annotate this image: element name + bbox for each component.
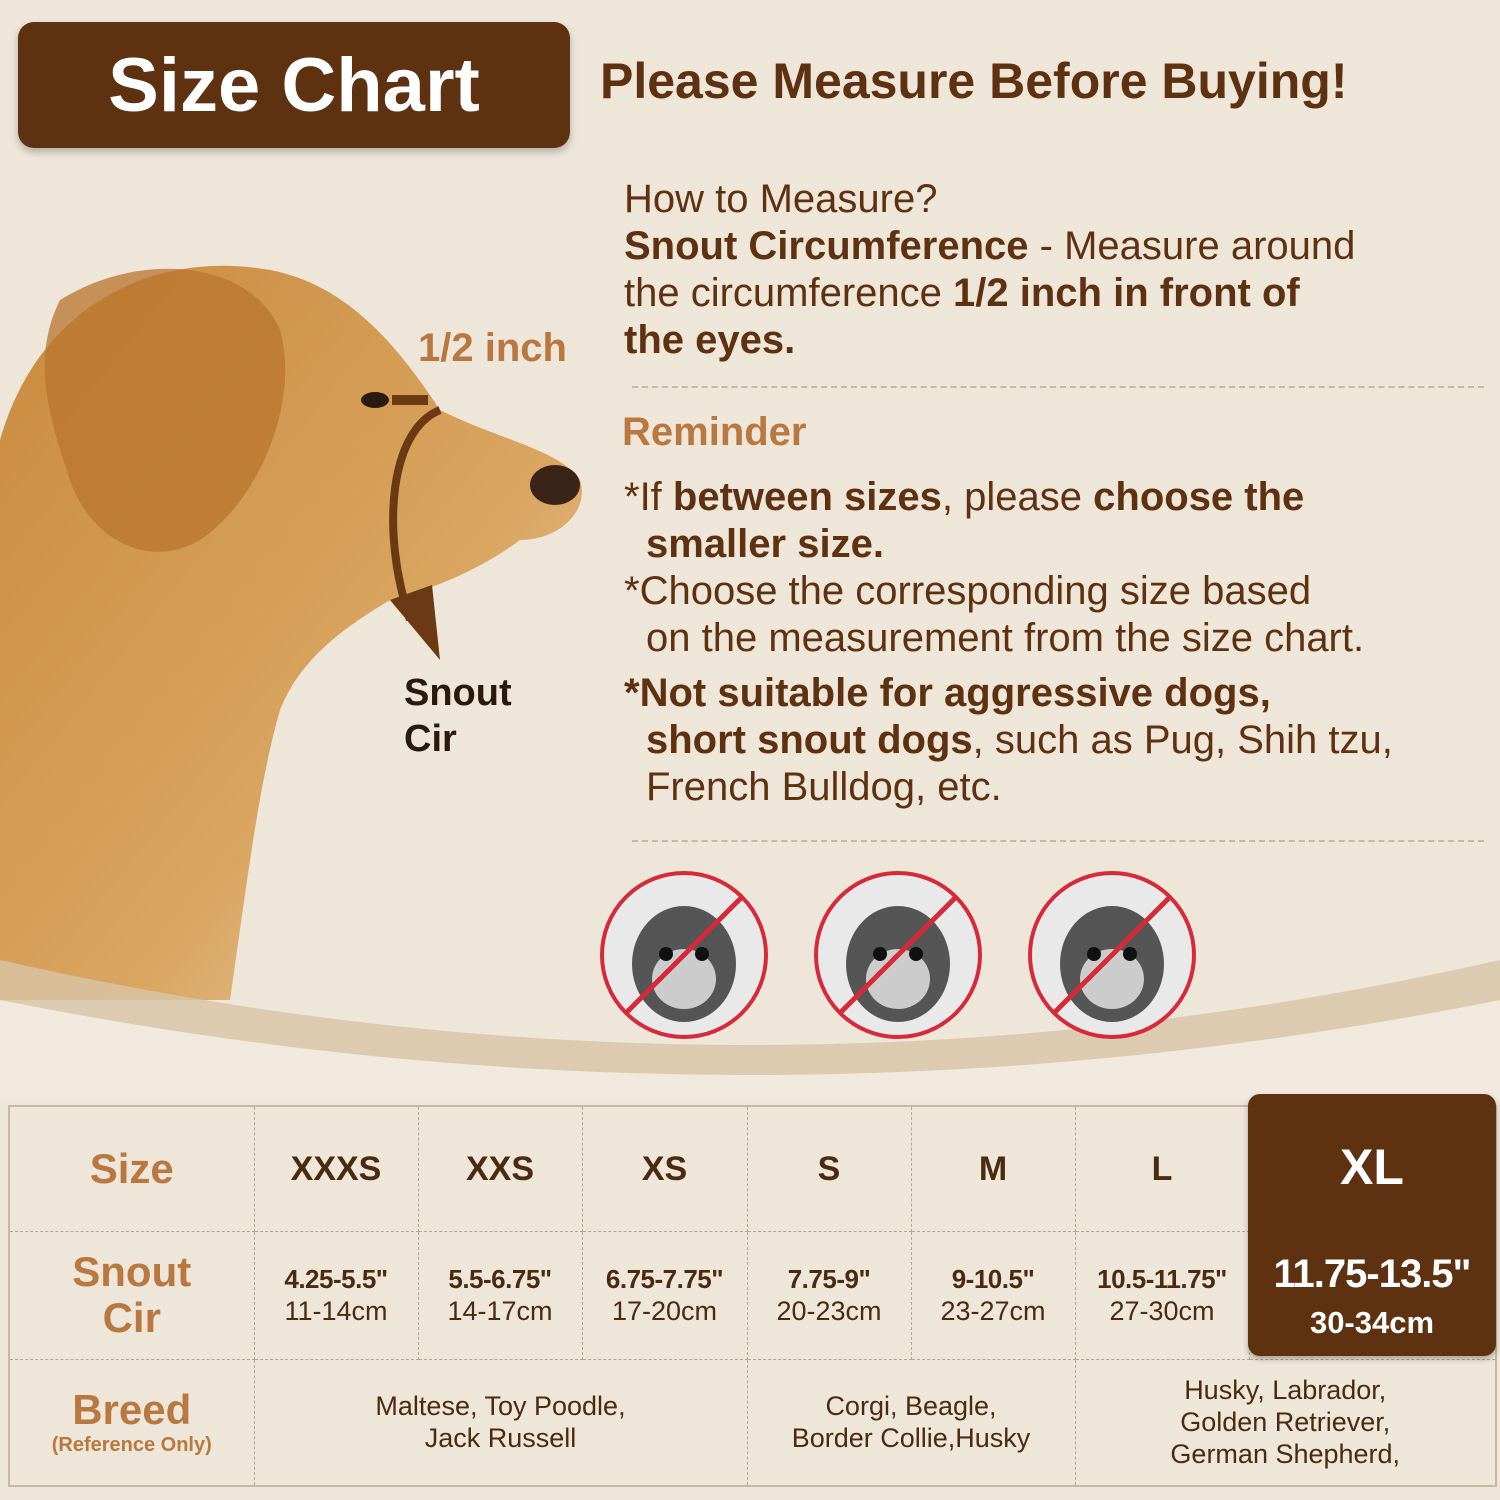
snout-cir-label: Snout Cir: [404, 670, 512, 762]
inch: 5.5-6.75": [448, 1264, 552, 1294]
howto-line-2: the circumference 1/2 inch in front of: [624, 270, 1355, 317]
cir-label: Cir: [404, 718, 457, 760]
snout-cell: 5.5-6.75" 14-17cm: [417, 1230, 583, 1360]
inch: 4.25-5.5": [284, 1264, 388, 1294]
t: Snout: [72, 1248, 192, 1295]
measure-arrow-icon: [389, 395, 442, 660]
cm: 11-14cm: [284, 1296, 388, 1326]
t: (Reference Only): [51, 1434, 212, 1457]
inch: 7.75-9": [787, 1264, 871, 1294]
measure-tagline: Please Measure Before Buying!: [600, 53, 1348, 109]
reminder-2: *Choose the corresponding size based: [624, 569, 1312, 613]
snout-header: Snout Cir: [8, 1230, 255, 1360]
how-to-question: How to Measure?: [624, 177, 938, 221]
t: short snout dogs: [646, 718, 973, 762]
snout-cell: 7.75-9" 20-23cm: [746, 1230, 912, 1360]
howto-line-1: Snout Circumference - Measure around: [624, 223, 1355, 270]
t: German Shepherd,: [1170, 1439, 1401, 1470]
no-french-bulldog-icon: [1028, 871, 1196, 1039]
breed-header: Breed (Reference Only): [8, 1358, 255, 1487]
t: Corgi, Beagle,: [825, 1391, 997, 1422]
xl-highlight: XL 11.75-13.5" 30-34cm: [1248, 1094, 1496, 1356]
t: Jack Russell: [424, 1423, 577, 1454]
howto-bold: 1/2 inch in front of: [953, 271, 1300, 315]
cm: 27-30cm: [1109, 1296, 1215, 1326]
t: , such as Pug, Shih tzu,: [972, 718, 1393, 762]
no-pug-icon: [814, 871, 982, 1039]
howto-text: - Measure around: [1028, 224, 1356, 268]
size-header: Size: [8, 1105, 255, 1232]
decorative-curve: [0, 960, 1500, 1100]
divider: [632, 386, 1484, 388]
cm: 20-23cm: [776, 1296, 882, 1326]
snout-row: Snout Cir 4.25-5.5" 11-14cm 5.5-6.75" 14-17…: [8, 1230, 1497, 1360]
breed-cell: Husky, Labrador, Golden Retriever, German …: [1074, 1358, 1497, 1487]
reminder-list: *If between sizes, please choose the sma…: [624, 474, 1393, 811]
snout-cell: 4.25-5.5" 11-14cm: [253, 1230, 419, 1360]
t: smaller size: [646, 522, 873, 566]
size-cell: M: [910, 1105, 1076, 1232]
howto-bold: the eyes.: [624, 318, 796, 362]
snout-cell: 9-10.5" 23-27cm: [910, 1230, 1076, 1360]
reminder-1-cont: smaller size.: [646, 522, 884, 566]
size-cell: XXXS: [253, 1105, 419, 1232]
t: , please: [941, 475, 1094, 519]
t: between sizes: [672, 475, 942, 519]
howto-text: the circumference: [624, 271, 954, 315]
t: Border Collie,Husky: [791, 1423, 1031, 1454]
cm: 14-17cm: [447, 1296, 553, 1326]
snout-label: Snout: [404, 672, 512, 714]
cm: 17-20cm: [611, 1296, 718, 1326]
how-to-measure: How to Measure? Snout Circumference - Me…: [624, 176, 1355, 364]
inch: 11.75-13.5": [1273, 1252, 1471, 1296]
inch: 9-10.5": [951, 1264, 1035, 1294]
divider: [632, 840, 1484, 842]
t: Breed: [72, 1386, 192, 1434]
cm: 23-27cm: [940, 1296, 1046, 1326]
half-inch-label: 1/2 inch: [418, 326, 567, 370]
howto-line-3: the eyes.: [624, 317, 1355, 364]
t: Maltese, Toy Poodle,: [375, 1391, 626, 1422]
t: Golden Retriever,: [1180, 1407, 1391, 1438]
reminder-3-end: French Bulldog, etc.: [646, 765, 1002, 809]
t: *Not suitable for aggressive dogs,: [624, 671, 1271, 715]
size-cell: XL: [1340, 1139, 1404, 1195]
inch: 6.75-7.75": [605, 1264, 724, 1294]
size-cell: S: [746, 1105, 912, 1232]
reminder-3-cont: short snout dogs, such as Pug, Shih tzu,: [624, 717, 1393, 764]
no-shih-tzu-icon: [600, 871, 768, 1039]
snout-cell: 10.5-11.75" 27-30cm: [1074, 1230, 1250, 1360]
t: Husky, Labrador,: [1184, 1375, 1387, 1406]
size-cell: XS: [581, 1105, 748, 1232]
t: Cir: [102, 1294, 161, 1341]
t: choose the: [1093, 475, 1305, 519]
snout-cell: 6.75-7.75" 17-20cm: [581, 1230, 748, 1360]
breed-row: Breed (Reference Only) Maltese, Toy Poodl…: [8, 1358, 1497, 1487]
cm: 30-34cm: [1309, 1305, 1435, 1340]
breed-cell: Maltese, Toy Poodle, Jack Russell: [253, 1358, 748, 1487]
size-cell: L: [1074, 1105, 1250, 1232]
reminder-3: *Not suitable for aggressive dogs,: [624, 670, 1393, 717]
reminder-2-cont: on the measurement from the size chart.: [646, 616, 1365, 660]
reminder-heading: Reminder: [622, 410, 807, 454]
size-cell: XXS: [417, 1105, 583, 1232]
size-chart-title: Size Chart: [18, 22, 570, 148]
t: *If: [624, 475, 673, 519]
breed-cell: Corgi, Beagle, Border Collie,Husky: [746, 1358, 1076, 1487]
golden-retriever-photo: [0, 265, 582, 1000]
reminder-1: *If between sizes, please choose the: [624, 474, 1393, 521]
snout-circumference-term: Snout Circumference: [624, 224, 1029, 268]
inch: 10.5-11.75": [1097, 1264, 1227, 1294]
